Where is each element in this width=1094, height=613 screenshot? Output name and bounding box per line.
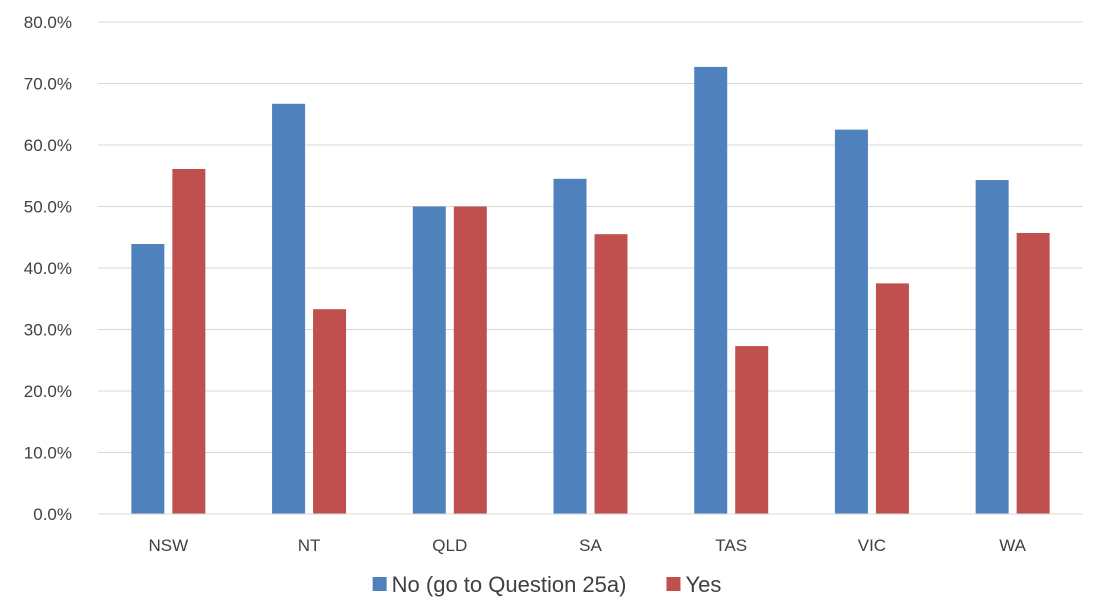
- legend: No (go to Question 25a) Yes: [372, 572, 721, 597]
- bars: [131, 66, 1050, 515]
- bar-sa-no: [553, 178, 587, 514]
- bar-nt-yes: [313, 309, 347, 514]
- legend-swatch: [372, 577, 387, 591]
- bar-qld-no: [412, 206, 446, 514]
- x-tick-label: NT: [298, 536, 321, 555]
- x-tick-label: WA: [999, 536, 1026, 555]
- bar-tas-yes: [735, 346, 769, 514]
- legend-item: Yes: [666, 572, 721, 597]
- x-tick-label: SA: [579, 536, 602, 555]
- legend-item: No (go to Question 25a): [372, 572, 627, 597]
- x-axis-tick-labels: NSW NT QLD SA TAS VIC WA: [149, 536, 1027, 555]
- y-tick-label: 10.0%: [24, 444, 72, 463]
- bar-tas-no: [694, 66, 728, 515]
- legend-label: Yes: [685, 572, 721, 597]
- y-tick-label: 80.0%: [24, 13, 72, 32]
- y-tick-label: 20.0%: [24, 382, 72, 401]
- bar-nsw-yes: [172, 168, 206, 515]
- y-tick-label: 0.0%: [33, 505, 72, 524]
- legend-swatch: [666, 577, 681, 591]
- x-tick-label: TAS: [715, 536, 747, 555]
- gridlines: [98, 21, 1083, 453]
- bar-nt-no: [272, 103, 306, 515]
- bar-vic-no: [834, 129, 868, 514]
- y-tick-label: 40.0%: [24, 259, 72, 278]
- bar-nsw-no: [131, 244, 165, 514]
- bar-vic-yes: [875, 283, 909, 514]
- x-tick-label: NSW: [149, 536, 189, 555]
- y-tick-label: 70.0%: [24, 75, 72, 94]
- y-axis-tick-labels: 0.0% 10.0% 20.0% 30.0% 40.0% 50.0% 60.0% 70.0% 8…: [24, 13, 72, 524]
- x-tick-label: QLD: [432, 536, 467, 555]
- bar-sa-yes: [594, 234, 628, 515]
- bar-wa-yes: [1016, 232, 1050, 514]
- x-tick-label: VIC: [858, 536, 886, 555]
- bar-qld-yes: [453, 206, 487, 514]
- y-tick-label: 60.0%: [24, 136, 72, 155]
- y-tick-label: 30.0%: [24, 321, 72, 340]
- legend-label: No (go to Question 25a): [392, 572, 627, 597]
- bar-wa-no: [975, 180, 1009, 514]
- y-tick-label: 50.0%: [24, 198, 72, 217]
